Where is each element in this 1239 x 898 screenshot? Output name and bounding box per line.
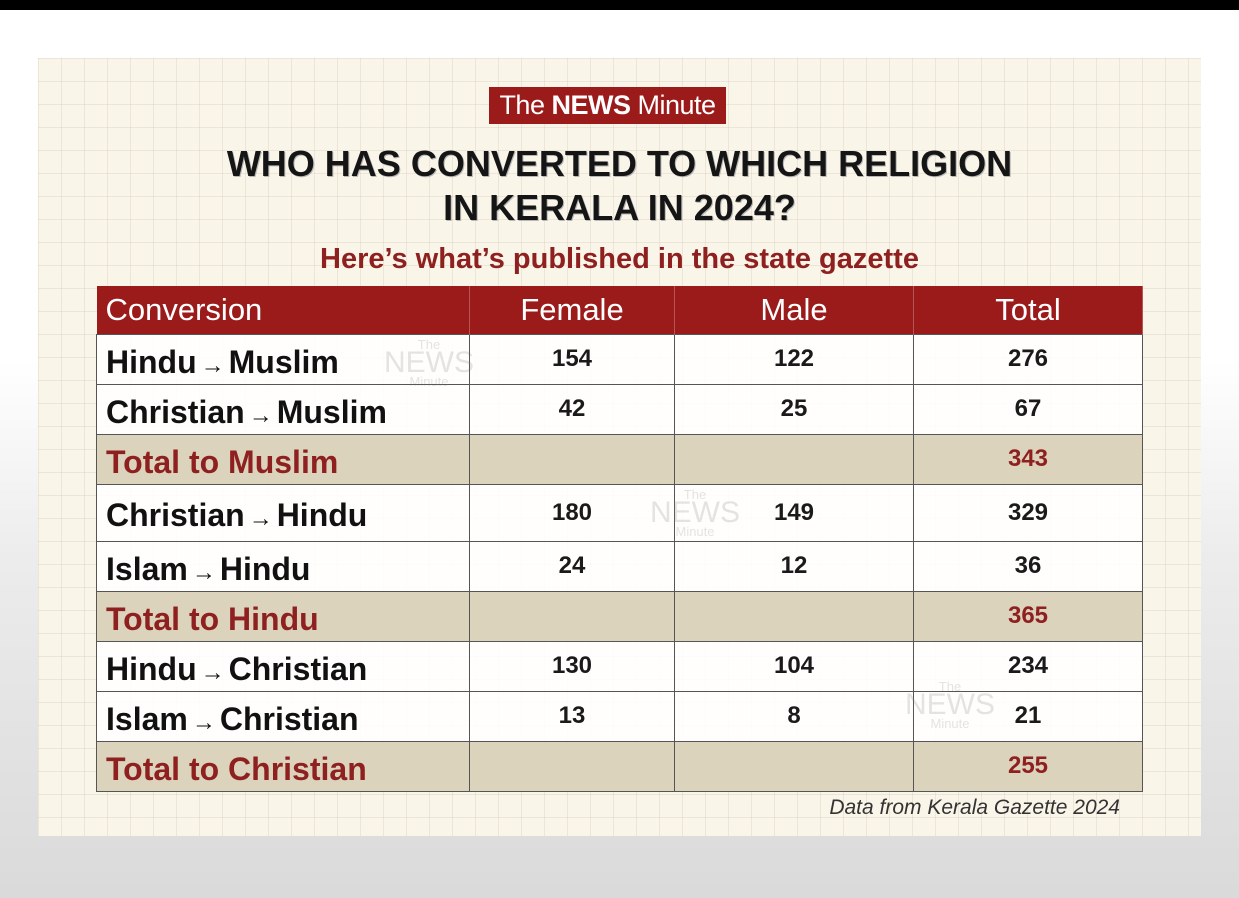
column-header: Total xyxy=(913,286,1143,334)
logo-name: NEWS xyxy=(551,90,631,120)
arrow-icon: → xyxy=(200,351,225,379)
table-row: Christian → Muslim 42 25 67 xyxy=(96,383,1143,435)
male-cell xyxy=(674,740,914,792)
from-religion: Hindu xyxy=(106,650,197,687)
table-row: Christian → Hindu 180 149 329 xyxy=(96,483,1143,542)
table-header-row: Conversion Female Male Total xyxy=(96,286,1143,334)
column-header: Female xyxy=(469,286,675,334)
total-cell: 276 xyxy=(913,333,1143,385)
total-cell: 329 xyxy=(913,483,1143,542)
female-cell: 130 xyxy=(469,640,675,692)
top-black-bar xyxy=(0,0,1239,10)
arrow-icon: → xyxy=(248,401,273,429)
female-cell: 180 xyxy=(469,483,675,542)
female-cell: 24 xyxy=(469,540,675,592)
conversion-label: Islam → Christian xyxy=(96,690,470,742)
from-religion: Islam xyxy=(106,700,188,737)
female-cell: 42 xyxy=(469,383,675,435)
arrow-icon: → xyxy=(191,708,216,736)
table-row: Hindu → Muslim 154 122 276 xyxy=(96,333,1143,385)
conversion-label: Total to Muslim xyxy=(96,433,470,485)
logo-prefix: The xyxy=(499,90,545,120)
table-row: Islam → Christian 13 8 21 xyxy=(96,690,1143,742)
male-cell xyxy=(674,433,914,485)
total-cell: 234 xyxy=(913,640,1143,692)
total-row: Total to Muslim 343 xyxy=(96,433,1143,485)
total-cell: 36 xyxy=(913,540,1143,592)
logo-suffix: Minute xyxy=(637,90,717,120)
from-religion: Christian xyxy=(106,497,245,533)
table-row: Hindu → Christian 130 104 234 xyxy=(96,640,1143,692)
total-cell: 67 xyxy=(913,383,1143,435)
female-cell: 154 xyxy=(469,333,675,385)
total-cell: 255 xyxy=(913,740,1143,792)
column-header: Male xyxy=(674,286,914,334)
conversion-label: Hindu → Muslim xyxy=(96,333,470,385)
from-religion: Hindu xyxy=(106,343,197,380)
total-row: Total to Christian 255 xyxy=(96,740,1143,792)
arrow-icon: → xyxy=(191,558,216,586)
total-row: Total to Hindu 365 xyxy=(96,590,1143,642)
total-cell: 365 xyxy=(913,590,1143,642)
female-cell xyxy=(469,433,675,485)
conversion-label: Total to Christian xyxy=(96,740,470,792)
male-cell: 25 xyxy=(674,383,914,435)
total-cell: 343 xyxy=(913,433,1143,485)
conversion-label: Christian → Muslim xyxy=(96,383,470,435)
male-cell: 8 xyxy=(674,690,914,742)
page-title: WHO HAS CONVERTED TO WHICH RELIGION IN K… xyxy=(38,142,1201,230)
conversion-table: Conversion Female Male Total Hindu → Musli… xyxy=(96,286,1143,792)
to-religion: Hindu xyxy=(219,550,311,587)
from-religion: Christian xyxy=(106,393,245,430)
arrow-icon: → xyxy=(200,658,225,686)
from-religion: Islam xyxy=(106,550,188,587)
data-source: Data from Kerala Gazette 2024 xyxy=(829,796,1120,819)
title-line-2: IN KERALA IN 2024? xyxy=(443,187,796,228)
female-cell xyxy=(469,740,675,792)
to-religion: Muslim xyxy=(276,393,387,430)
conversion-label: Christian → Hindu xyxy=(96,483,470,542)
to-religion: Christian xyxy=(228,650,368,687)
page-subtitle: Here’s what’s published in the state gaz… xyxy=(320,243,919,275)
to-religion: Muslim xyxy=(228,343,339,380)
conversion-label: Total to Hindu xyxy=(96,590,470,642)
female-cell: 13 xyxy=(469,690,675,742)
conversion-label: Islam → Hindu xyxy=(96,540,470,592)
column-header: Conversion xyxy=(96,286,470,334)
table-row: Islam → Hindu 24 12 36 xyxy=(96,540,1143,592)
to-religion: Christian xyxy=(219,700,359,737)
title-line-1: WHO HAS CONVERTED TO WHICH RELIGION xyxy=(226,143,1013,184)
male-cell: 104 xyxy=(674,640,914,692)
male-cell: 122 xyxy=(674,333,914,385)
to-religion: Hindu xyxy=(276,497,368,533)
arrow-icon: → xyxy=(248,505,273,532)
news-minute-logo: The NEWS Minute xyxy=(489,87,726,124)
table-body: Hindu → Muslim 154 122 276 Christian → Muslim 42 2… xyxy=(96,333,1143,792)
conversion-label: Hindu → Christian xyxy=(96,640,470,692)
total-cell: 21 xyxy=(913,690,1143,742)
male-cell: 149 xyxy=(674,483,914,542)
male-cell: 12 xyxy=(674,540,914,592)
female-cell xyxy=(469,590,675,642)
male-cell xyxy=(674,590,914,642)
